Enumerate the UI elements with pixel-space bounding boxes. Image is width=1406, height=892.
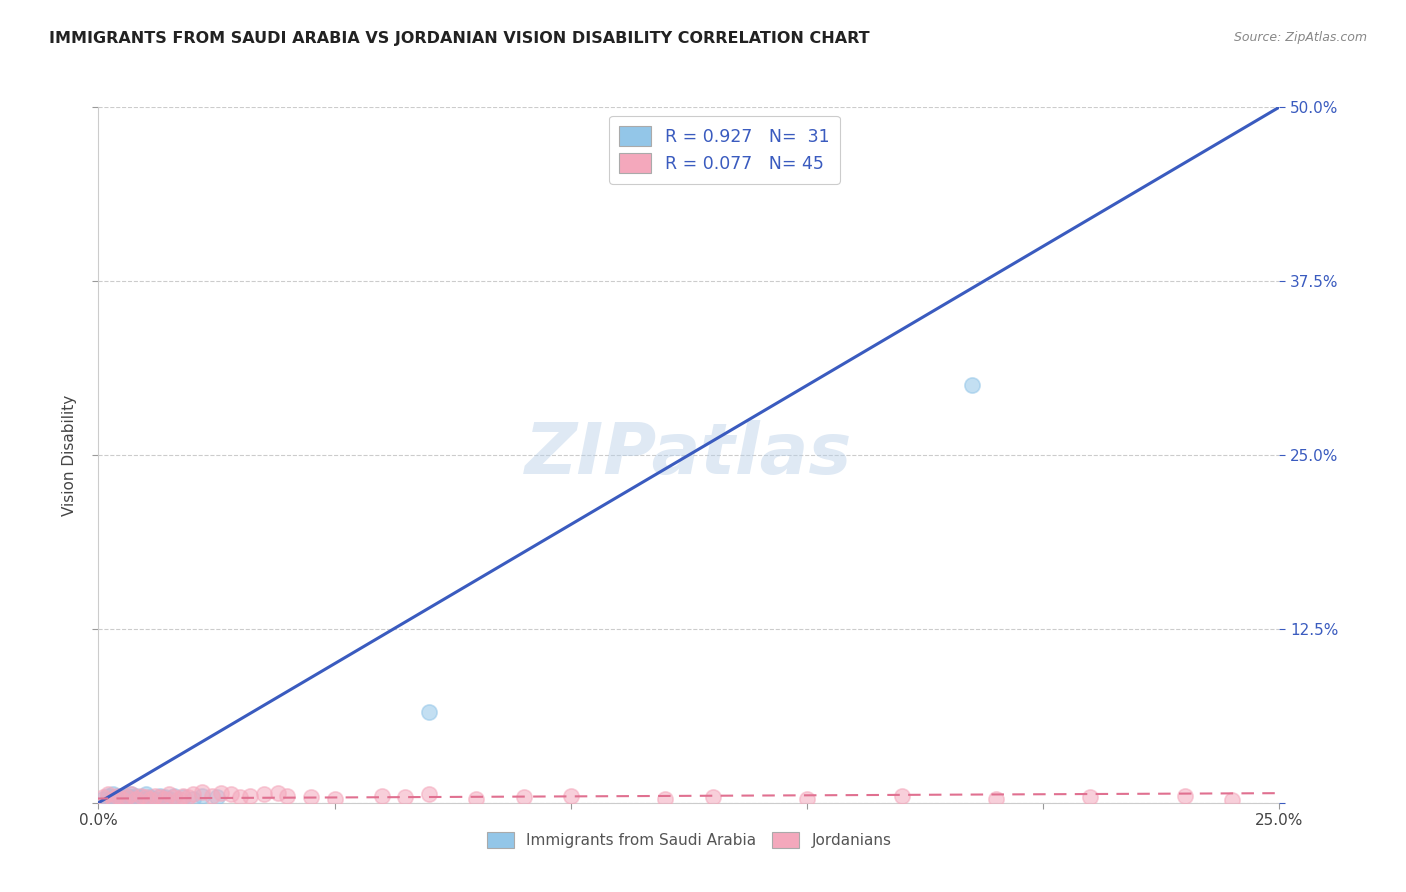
- Point: [163, 790, 186, 805]
- Point: [135, 791, 157, 805]
- Point: [105, 789, 128, 803]
- Legend: Immigrants from Saudi Arabia, Jordanians: Immigrants from Saudi Arabia, Jordanians: [481, 826, 897, 855]
- Text: ZIPatlas: ZIPatlas: [526, 420, 852, 490]
- Point: [129, 790, 152, 805]
- Point: [181, 788, 204, 802]
- Point: [239, 789, 262, 803]
- Point: [323, 791, 346, 805]
- Point: [984, 791, 1007, 805]
- Point: [962, 378, 984, 392]
- Text: Source: ZipAtlas.com: Source: ZipAtlas.com: [1233, 31, 1367, 45]
- Point: [125, 791, 148, 805]
- Point: [465, 791, 488, 805]
- Point: [209, 786, 232, 800]
- Point: [97, 793, 120, 807]
- Point: [157, 791, 180, 805]
- Point: [121, 788, 143, 802]
- Point: [394, 790, 416, 805]
- Point: [153, 790, 176, 805]
- Point: [105, 789, 128, 803]
- Point: [149, 789, 172, 803]
- Point: [418, 788, 440, 802]
- Point: [796, 791, 818, 805]
- Point: [139, 791, 162, 805]
- Point: [125, 789, 148, 803]
- Point: [172, 789, 194, 803]
- Y-axis label: Vision Disability: Vision Disability: [62, 394, 77, 516]
- Point: [111, 791, 134, 805]
- Point: [157, 788, 180, 802]
- Point: [135, 790, 157, 805]
- Point: [654, 791, 676, 805]
- Point: [512, 790, 534, 805]
- Point: [191, 785, 214, 799]
- Point: [267, 786, 290, 800]
- Point: [121, 790, 143, 805]
- Point: [91, 790, 114, 805]
- Point: [229, 790, 252, 805]
- Point: [702, 790, 724, 805]
- Point: [172, 790, 194, 805]
- Point: [111, 793, 134, 807]
- Point: [371, 789, 394, 803]
- Point: [129, 789, 152, 803]
- Point: [205, 790, 228, 805]
- Point: [91, 791, 114, 805]
- Point: [143, 791, 166, 805]
- Point: [121, 788, 143, 802]
- Point: [139, 790, 162, 805]
- Point: [101, 791, 124, 805]
- Point: [149, 790, 172, 805]
- Point: [135, 788, 157, 802]
- Point: [560, 789, 582, 803]
- Point: [115, 789, 138, 803]
- Point: [111, 790, 134, 805]
- Point: [1080, 790, 1102, 805]
- Point: [1220, 793, 1243, 807]
- Point: [191, 789, 214, 803]
- Point: [219, 788, 242, 802]
- Point: [129, 793, 152, 807]
- Point: [101, 788, 124, 802]
- Point: [201, 789, 224, 803]
- Point: [177, 790, 200, 805]
- Point: [97, 789, 120, 803]
- Point: [115, 790, 138, 805]
- Point: [143, 789, 166, 803]
- Point: [890, 789, 912, 803]
- Point: [97, 788, 120, 802]
- Point: [181, 791, 204, 805]
- Point: [253, 788, 276, 802]
- Point: [163, 789, 186, 803]
- Point: [1174, 789, 1197, 803]
- Point: [153, 791, 176, 805]
- Point: [167, 791, 190, 805]
- Point: [299, 790, 322, 805]
- Point: [101, 790, 124, 805]
- Point: [418, 706, 440, 720]
- Point: [105, 791, 128, 805]
- Point: [115, 791, 138, 805]
- Point: [125, 791, 148, 805]
- Point: [276, 789, 298, 803]
- Text: IMMIGRANTS FROM SAUDI ARABIA VS JORDANIAN VISION DISABILITY CORRELATION CHART: IMMIGRANTS FROM SAUDI ARABIA VS JORDANIA…: [49, 31, 870, 46]
